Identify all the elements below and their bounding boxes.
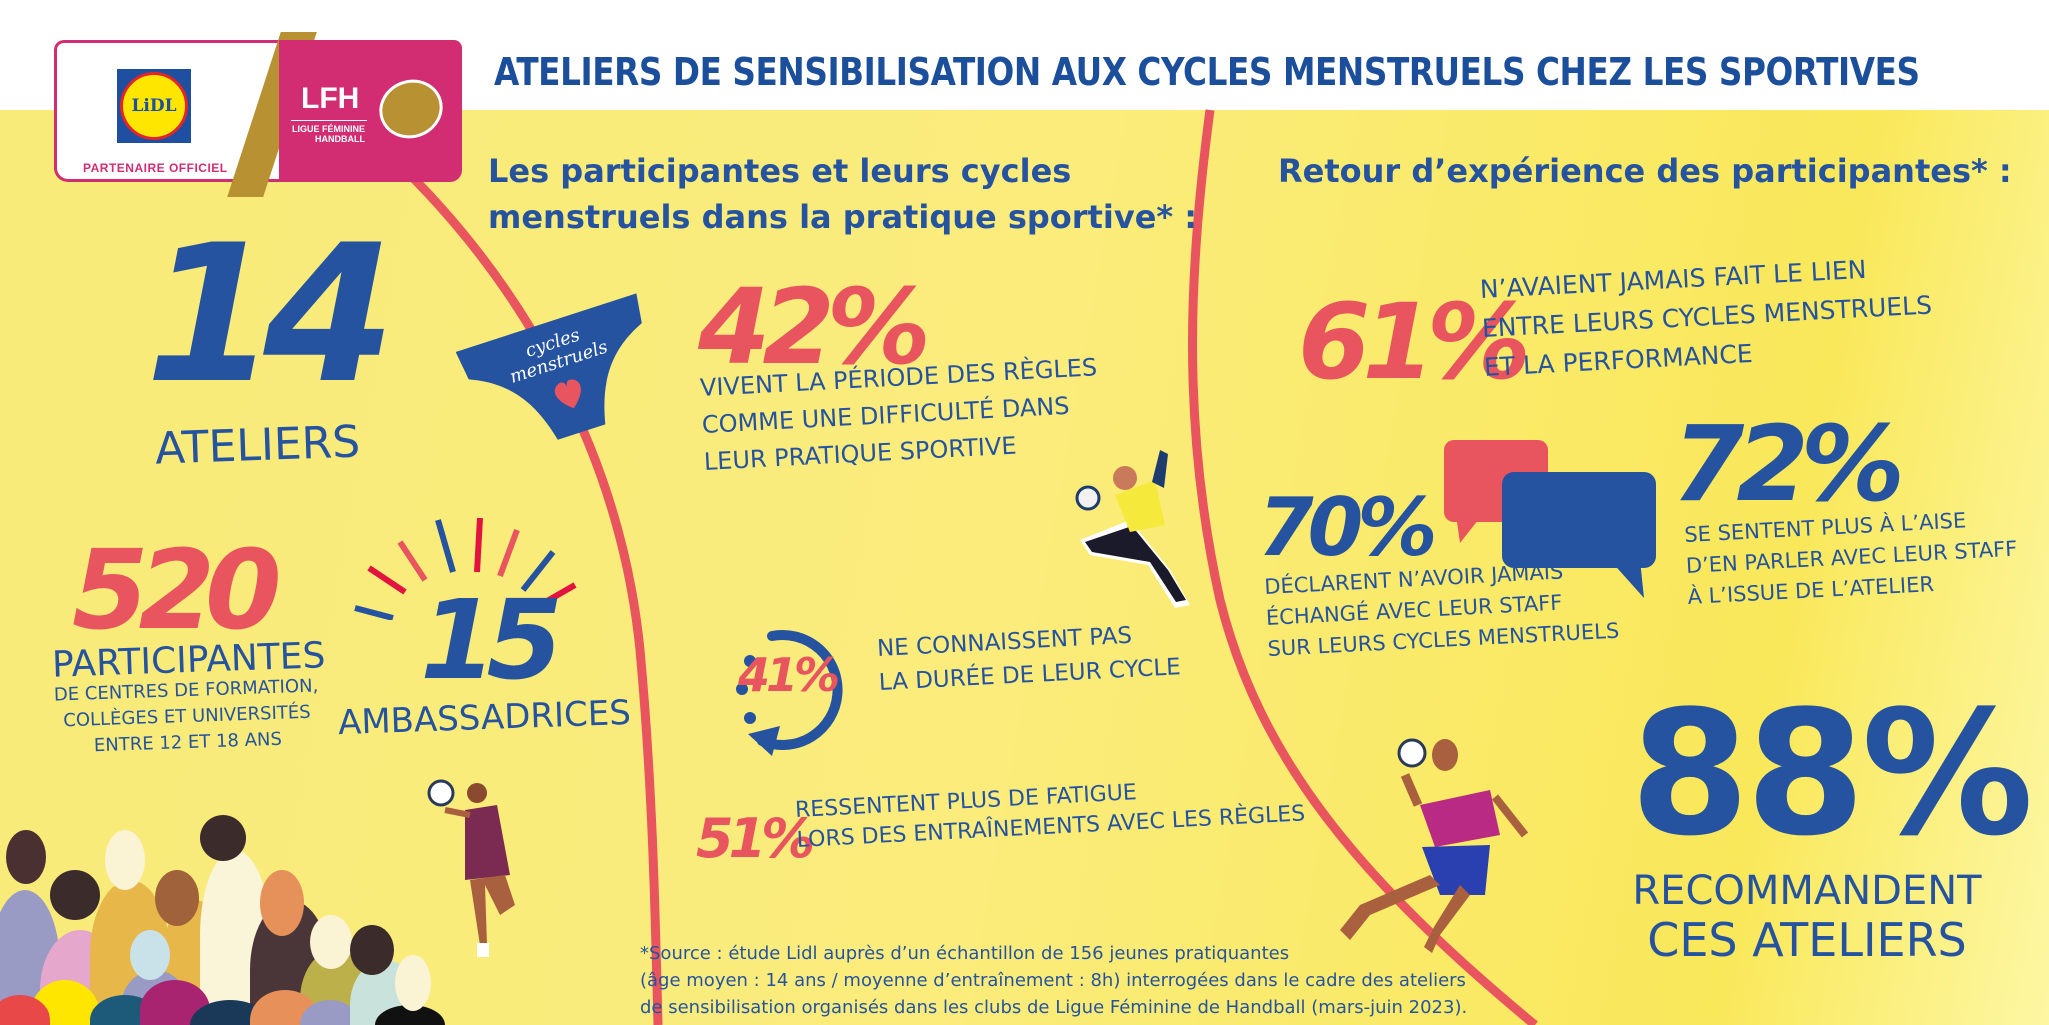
stat-70-value: 70% xyxy=(1258,481,1438,574)
participantes-count: 520 xyxy=(72,526,282,654)
stat-61-text: N’AVAIENT JAMAIS FAIT LE LIEN ENTRE LEUR… xyxy=(1479,247,1935,387)
handball-icon xyxy=(371,70,451,148)
ambassadrices-count: 15 xyxy=(420,576,563,704)
chat-bubble-red-tail xyxy=(1456,515,1482,543)
stat-42-value: 42% xyxy=(698,266,931,388)
stat-51-value: 51% xyxy=(696,807,815,870)
source-footnote: *Source : étude Lidl auprès d’un échanti… xyxy=(640,940,1467,1021)
middle-title-line2: menstruels dans la pratique sportive* : xyxy=(488,198,1198,236)
underwear-shape xyxy=(455,293,642,440)
lfh-panel: LFH LIGUE FÉMININE HANDBALL xyxy=(279,40,462,182)
right-section-title: Retour d’expérience des participantes* : xyxy=(1278,152,2012,190)
stat-88-value: 88% xyxy=(1630,673,2034,874)
page-title: ATELIERS DE SENSIBILISATION AUX CYCLES M… xyxy=(494,50,1920,94)
underwear-icon: cycles menstruels xyxy=(453,284,674,466)
stat-42-text: VIVENT LA PÉRIODE DES RÈGLES COMME UNE D… xyxy=(699,349,1102,481)
stat-88-text: RECOMMANDENT CES ATELIERS xyxy=(1632,868,1982,966)
stat-41-value: 41% xyxy=(738,648,840,702)
handball-player-illustration xyxy=(425,775,545,965)
participantes-detail: DE CENTRES DE FORMATION, COLLÈGES ET UNI… xyxy=(51,673,324,760)
middle-title-line1: Les participantes et leurs cycles xyxy=(488,152,1072,190)
middle-section-title: Les participantes et leurs cycles menstr… xyxy=(488,148,1197,240)
stat-70-text: DÉCLARENT N’AVOIR JAMAIS ÉCHANGÉ AVEC LE… xyxy=(1264,554,1620,665)
stat-72-text: SE SENTENT PLUS À L’AISE D’EN PARLER AVE… xyxy=(1684,503,2020,613)
heart-icon xyxy=(554,379,581,409)
ateliers-count: 14 xyxy=(145,204,395,425)
stat-72-value: 72% xyxy=(1672,403,1905,525)
stat-61-value: 61% xyxy=(1298,281,1531,403)
partner-logo: LiDL PARTENAIRE OFFICIEL LFH LIGUE FÉMIN… xyxy=(54,32,462,197)
crowd-illustration xyxy=(0,790,470,1025)
footnote-line: *Source : étude Lidl auprès d’un échanti… xyxy=(640,943,1290,964)
lfh-sub-line1: LIGUE FÉMININE xyxy=(291,124,365,134)
sparkle-burst-icon xyxy=(354,517,577,620)
chat-bubble-blue xyxy=(1502,472,1656,568)
lidl-logo: LiDL xyxy=(117,69,191,143)
lfh-sub-line2: HANDBALL xyxy=(315,134,365,144)
logo-white-panel: LiDL PARTENAIRE OFFICIEL xyxy=(54,40,294,182)
lfh-logo-text: LFH xyxy=(301,82,360,115)
stat-line: CES ATELIERS xyxy=(1647,913,1967,967)
footnote-line: (âge moyen : 14 ans / moyenne d’entraîne… xyxy=(640,970,1466,991)
jumping-player-illustration xyxy=(1300,735,1530,955)
partner-label: PARTENAIRE OFFICIEL xyxy=(83,161,228,175)
ateliers-label: ATELIERS xyxy=(154,416,361,475)
lfh-subtitle: LIGUE FÉMININE HANDBALL xyxy=(289,124,365,144)
cycle-arrow-icon xyxy=(736,630,843,756)
stat-line: RECOMMANDENT xyxy=(1632,868,1982,914)
lfh-divider xyxy=(291,120,367,121)
goalkeeper-illustration xyxy=(1060,440,1210,610)
chat-bubble-blue-tail xyxy=(1610,560,1644,598)
footnote-line: de sensibilisation organisés dans les cl… xyxy=(640,997,1468,1018)
lidl-logo-text: LiDL xyxy=(120,72,188,140)
